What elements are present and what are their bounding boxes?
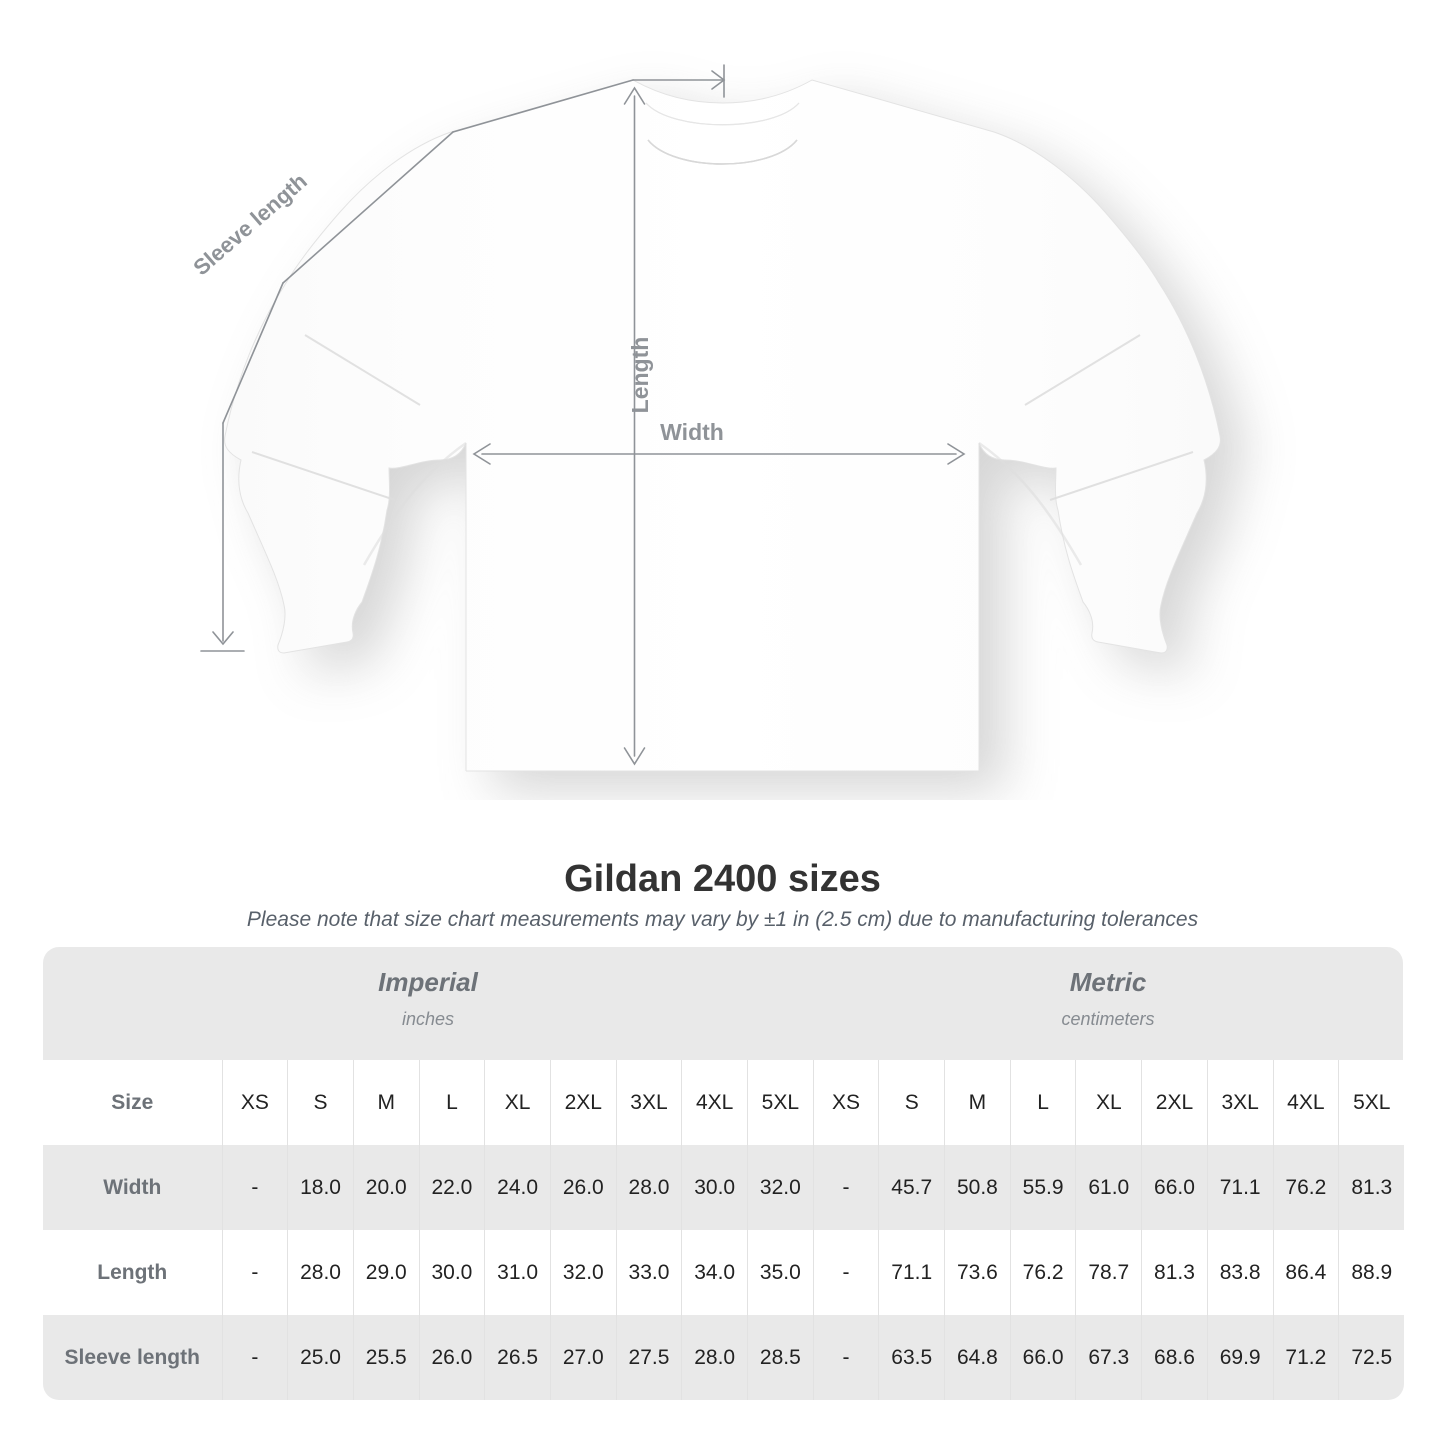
svg-text:Width: Width bbox=[660, 419, 724, 445]
svg-text:Sleeve length: Sleeve length bbox=[188, 168, 311, 280]
svg-text:Length: Length bbox=[627, 337, 653, 414]
